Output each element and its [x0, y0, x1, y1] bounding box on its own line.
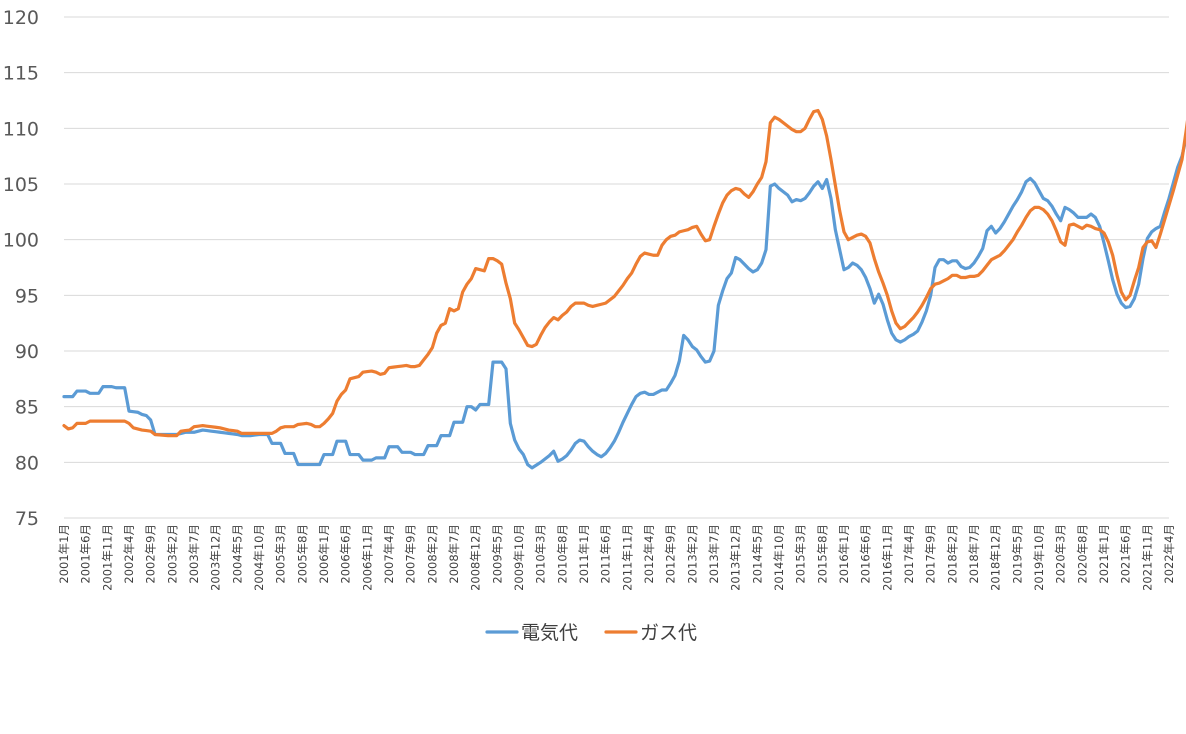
y-tick-label: 110	[3, 118, 39, 140]
x-tick-label: 2020年3月	[1054, 524, 1068, 584]
x-tick-label: 2008年7月	[447, 524, 461, 584]
x-tick-label: 2016年1月	[837, 524, 851, 584]
x-tick-label: 2005年8月	[295, 524, 309, 584]
x-tick-label: 2017年9月	[924, 524, 938, 584]
x-tick-label: 2002年4月	[122, 524, 136, 584]
x-tick-label: 2021年6月	[1119, 524, 1133, 584]
x-tick-label: 2015年3月	[794, 524, 808, 584]
x-tick-label: 2018年2月	[945, 524, 959, 584]
x-tick-label: 2009年5月	[490, 524, 504, 584]
x-tick-label: 2011年6月	[599, 524, 613, 584]
x-tick-label: 2006年11月	[360, 524, 374, 591]
x-tick-label: 2021年11月	[1140, 524, 1154, 591]
x-tick-label: 2018年7月	[967, 524, 981, 584]
x-tick-label: 2022年4月	[1162, 524, 1176, 584]
x-tick-label: 2001年11月	[100, 524, 114, 591]
y-tick-label: 80	[15, 452, 39, 474]
x-tick-label: 2011年1月	[577, 524, 591, 584]
y-tick-label: 85	[15, 397, 39, 419]
x-tick-label: 2019年10月	[1032, 524, 1046, 591]
x-tick-label: 2008年2月	[425, 524, 439, 584]
x-tick-label: 2016年11月	[880, 524, 894, 591]
y-tick-label: 95	[15, 285, 39, 307]
x-axis-ticks: 2001年1月 2001年6月 2001年11月 2002年4月 2002年9月 2003…	[57, 524, 1176, 591]
x-tick-label: 2006年1月	[317, 524, 331, 584]
x-tick-label: 2002年9月	[144, 524, 158, 584]
x-tick-label: 2017年4月	[902, 524, 916, 584]
x-tick-label: 2014年10月	[772, 524, 786, 591]
x-tick-label: 2001年6月	[79, 524, 93, 584]
x-tick-label: 2013年12月	[729, 524, 743, 591]
x-tick-label: 2005年3月	[274, 524, 288, 584]
y-tick-label: 90	[15, 341, 39, 363]
x-tick-label: 2018年12月	[989, 524, 1003, 591]
y-axis-ticks: 75 80 85 90 95 100 105 110 115 120	[3, 7, 39, 530]
y-tick-label: 105	[3, 174, 39, 196]
x-tick-label: 2003年2月	[165, 524, 179, 584]
y-tick-label: 120	[3, 7, 39, 29]
legend: 電気代 ガス代	[485, 622, 697, 644]
y-tick-label: 75	[15, 508, 39, 530]
x-tick-label: 2004年10月	[252, 524, 266, 591]
x-tick-label: 2007年9月	[404, 524, 418, 584]
legend-label-1: ガス代	[640, 622, 697, 644]
series-lines	[62, 108, 1186, 470]
y-tick-label: 100	[3, 230, 39, 252]
x-tick-label: 2008年12月	[469, 524, 483, 591]
x-tick-label: 2003年12月	[209, 524, 223, 591]
x-tick-label: 2019年5月	[1010, 524, 1024, 584]
x-tick-label: 2013年2月	[685, 524, 699, 584]
x-tick-label: 2001年1月	[57, 524, 71, 584]
series-line-electricity	[62, 127, 1186, 470]
x-tick-label: 2020年8月	[1075, 524, 1089, 584]
x-tick-label: 2015年8月	[815, 524, 829, 584]
x-tick-label: 2011年11月	[620, 524, 634, 591]
legend-label-0: 電気代	[521, 622, 578, 644]
y-tick-label: 115	[3, 63, 39, 85]
x-tick-label: 2012年9月	[664, 524, 678, 584]
x-tick-label: 2010年8月	[555, 524, 569, 584]
x-tick-label: 2014年5月	[750, 524, 764, 584]
x-tick-label: 2013年7月	[707, 524, 721, 584]
x-tick-label: 2006年6月	[339, 524, 353, 584]
series-line-gas	[62, 108, 1186, 438]
x-tick-label: 2010年3月	[534, 524, 548, 584]
x-tick-label: 2007年4月	[382, 524, 396, 584]
x-tick-label: 2021年1月	[1097, 524, 1111, 584]
x-tick-label: 2009年10月	[512, 524, 526, 591]
x-tick-label: 2012年4月	[642, 524, 656, 584]
x-tick-label: 2004年5月	[230, 524, 244, 584]
gridlines	[64, 16, 1169, 519]
x-tick-label: 2016年6月	[859, 524, 873, 584]
x-tick-label: 2003年7月	[187, 524, 201, 584]
